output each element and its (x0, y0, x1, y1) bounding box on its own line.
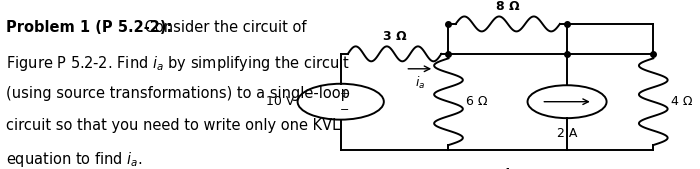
Text: Figure P 5.2-2. Find $i_a$ by simplifying the circuit: Figure P 5.2-2. Find $i_a$ by simplifyin… (6, 54, 350, 73)
Text: 10 V: 10 V (265, 95, 294, 108)
Text: equation to find $i_a$.: equation to find $i_a$. (6, 150, 143, 169)
Text: 8 Ω: 8 Ω (496, 1, 519, 14)
Text: 4 Ω: 4 Ω (671, 95, 693, 108)
Text: (using source transformations) to a single-loop: (using source transformations) to a sing… (6, 86, 350, 101)
Text: +: + (340, 89, 349, 99)
Text: $i_a$: $i_a$ (414, 75, 425, 91)
Text: −: − (340, 105, 349, 115)
Text: circuit so that you need to write only one KVL: circuit so that you need to write only o… (6, 118, 340, 133)
Text: Consider the circuit of: Consider the circuit of (140, 20, 307, 35)
Text: 3 Ω: 3 Ω (383, 30, 407, 43)
Text: 6 Ω: 6 Ω (466, 95, 488, 108)
Text: 2 A: 2 A (557, 127, 578, 140)
Text: Figure P 5.2-2: Figure P 5.2-2 (496, 167, 606, 169)
Text: Problem 1 (P 5.2-2):: Problem 1 (P 5.2-2): (6, 20, 172, 35)
